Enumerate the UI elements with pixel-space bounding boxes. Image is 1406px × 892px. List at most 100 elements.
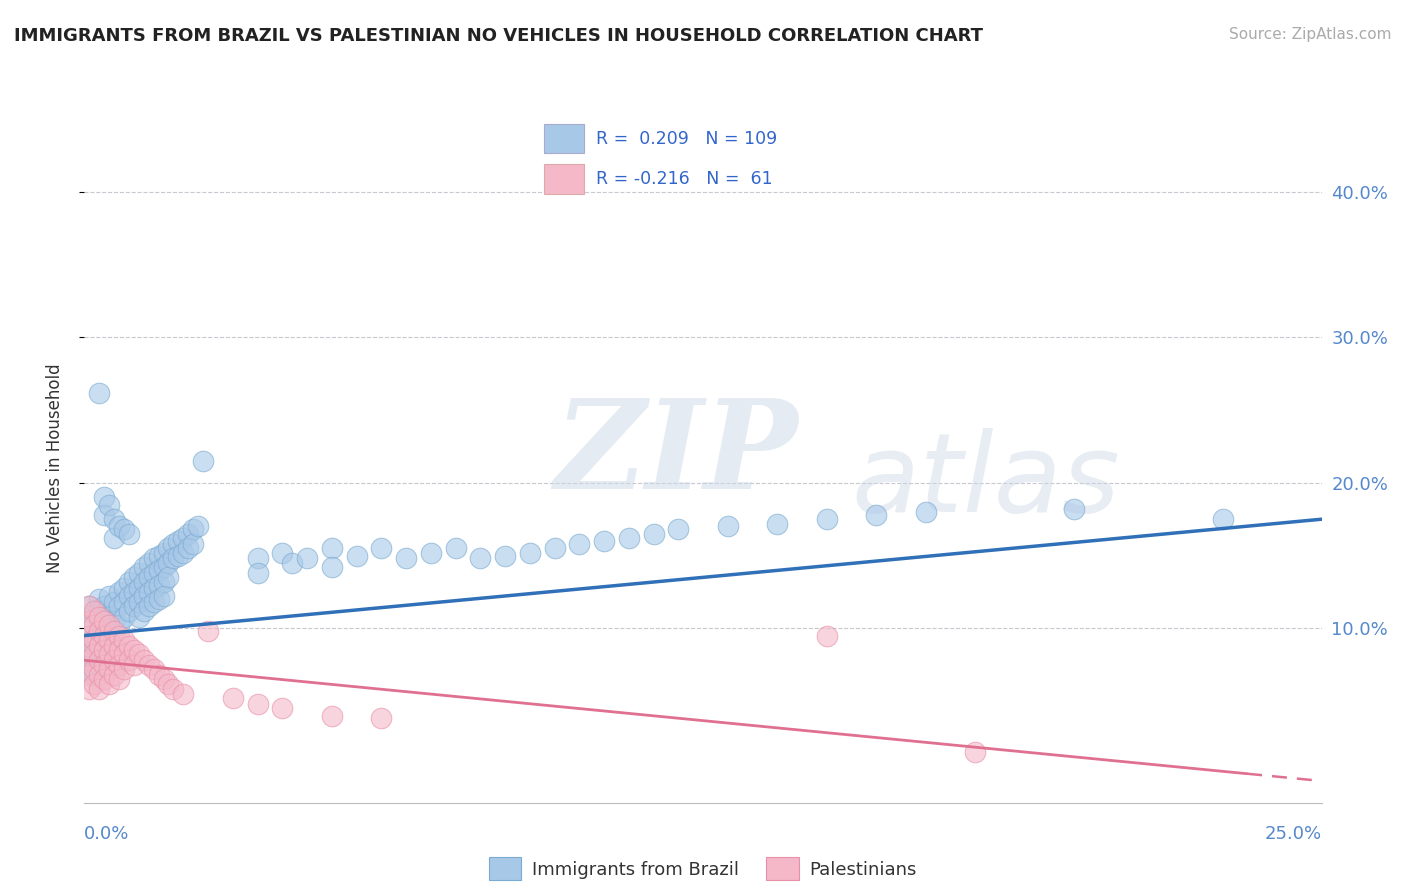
Point — [83, 662, 105, 676]
Point — [83, 648, 105, 662]
Point — [128, 581, 150, 595]
Point — [162, 682, 184, 697]
Point — [419, 546, 441, 560]
Point — [93, 614, 115, 628]
Point — [98, 632, 121, 647]
Point — [89, 385, 111, 400]
Point — [112, 648, 135, 662]
Point — [132, 604, 155, 618]
Point — [148, 563, 170, 577]
Point — [112, 609, 135, 624]
Point — [246, 566, 269, 580]
Legend: Immigrants from Brazil, Palestinians: Immigrants from Brazil, Palestinians — [482, 850, 924, 888]
Point — [281, 556, 304, 570]
Point — [83, 604, 105, 618]
Point — [83, 668, 105, 682]
Point — [112, 522, 135, 536]
Point — [89, 624, 111, 639]
Point — [89, 592, 111, 607]
Point — [148, 549, 170, 563]
Point — [643, 526, 665, 541]
Point — [122, 570, 145, 584]
Point — [138, 556, 160, 570]
Point — [152, 546, 174, 560]
Point — [93, 672, 115, 686]
Point — [152, 560, 174, 574]
Point — [79, 628, 101, 642]
Point — [148, 592, 170, 607]
Text: 0.0%: 0.0% — [84, 825, 129, 843]
Point — [93, 609, 115, 624]
Point — [181, 537, 204, 551]
Y-axis label: No Vehicles in Household: No Vehicles in Household — [45, 363, 63, 574]
Bar — [544, 164, 583, 194]
Point — [271, 701, 294, 715]
Point — [83, 607, 105, 621]
Point — [593, 534, 616, 549]
Point — [617, 531, 640, 545]
Point — [79, 668, 101, 682]
Point — [103, 639, 125, 653]
Point — [83, 639, 105, 653]
Point — [112, 662, 135, 676]
Point — [83, 676, 105, 690]
Point — [152, 589, 174, 603]
Point — [103, 531, 125, 545]
Point — [132, 653, 155, 667]
Point — [132, 560, 155, 574]
Point — [157, 676, 180, 690]
Point — [152, 672, 174, 686]
Point — [89, 609, 111, 624]
Point — [93, 599, 115, 614]
Point — [108, 628, 131, 642]
Point — [98, 609, 121, 624]
Text: atlas: atlas — [852, 428, 1121, 535]
Point — [89, 657, 111, 672]
Point — [142, 581, 165, 595]
Point — [103, 653, 125, 667]
Point — [914, 505, 936, 519]
Point — [138, 657, 160, 672]
Text: R = -0.216   N =  61: R = -0.216 N = 61 — [596, 169, 773, 187]
Point — [444, 541, 467, 556]
Point — [122, 585, 145, 599]
Point — [370, 711, 392, 725]
Point — [172, 546, 194, 560]
Point — [108, 599, 131, 614]
Point — [93, 628, 115, 642]
Point — [93, 508, 115, 522]
Point — [815, 512, 838, 526]
Point — [1063, 502, 1085, 516]
Point — [89, 653, 111, 667]
Point — [98, 632, 121, 647]
Point — [83, 653, 105, 667]
Point — [108, 585, 131, 599]
Point — [98, 662, 121, 676]
Point — [79, 614, 101, 628]
Point — [108, 618, 131, 632]
Point — [965, 745, 987, 759]
Text: 25.0%: 25.0% — [1264, 825, 1322, 843]
Point — [346, 549, 368, 563]
Point — [103, 624, 125, 639]
Point — [177, 526, 200, 541]
Bar — [544, 124, 583, 153]
Point — [177, 541, 200, 556]
Text: R =  0.209   N = 109: R = 0.209 N = 109 — [596, 130, 778, 148]
Point — [103, 668, 125, 682]
Point — [89, 668, 111, 682]
Point — [79, 653, 101, 667]
Point — [89, 604, 111, 618]
Point — [118, 526, 141, 541]
Text: ZIP: ZIP — [554, 394, 799, 516]
Point — [172, 531, 194, 545]
Point — [148, 577, 170, 591]
Point — [122, 599, 145, 614]
Point — [197, 624, 219, 639]
Point — [98, 618, 121, 632]
Point — [191, 454, 214, 468]
Point — [108, 643, 131, 657]
Point — [98, 589, 121, 603]
Point — [103, 614, 125, 628]
Point — [717, 519, 740, 533]
